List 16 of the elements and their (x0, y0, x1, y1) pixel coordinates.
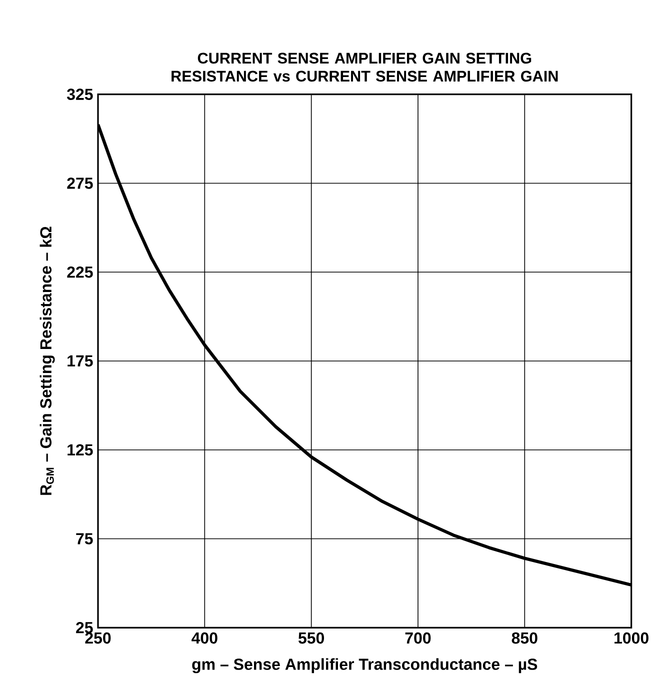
chart-title: CURRENT SENSE AMPLIFIER GAIN SETTING RESISTANCE vs CURRENT SENSE AMPLIFIER GAIN (172, 52, 558, 82)
x-tick-label: 250 (85, 632, 111, 644)
y-axis-title: R$_{GM}$ – Gain Setting Resistance – kΩ (40, 226, 55, 495)
y-tick-label: 275 (67, 178, 93, 189)
y-tick-label: 175 (68, 355, 93, 367)
x-axis-title: gm – Sense Amplifier Transconductance – µS (192, 658, 538, 674)
y-tick-label: 225 (67, 266, 93, 278)
y-tick-label: 325 (66, 88, 93, 100)
x-tick-label: 1000 (614, 632, 648, 644)
x-tick-label: 700 (405, 632, 431, 644)
x-tick-label: 550 (298, 632, 324, 644)
x-tick-label: 850 (512, 632, 538, 644)
x-tick-label: 400 (192, 632, 218, 644)
y-tick-label: 75 (76, 533, 93, 544)
y-tick-label: 125 (68, 444, 93, 456)
y-tick-label: 25 (76, 622, 93, 634)
